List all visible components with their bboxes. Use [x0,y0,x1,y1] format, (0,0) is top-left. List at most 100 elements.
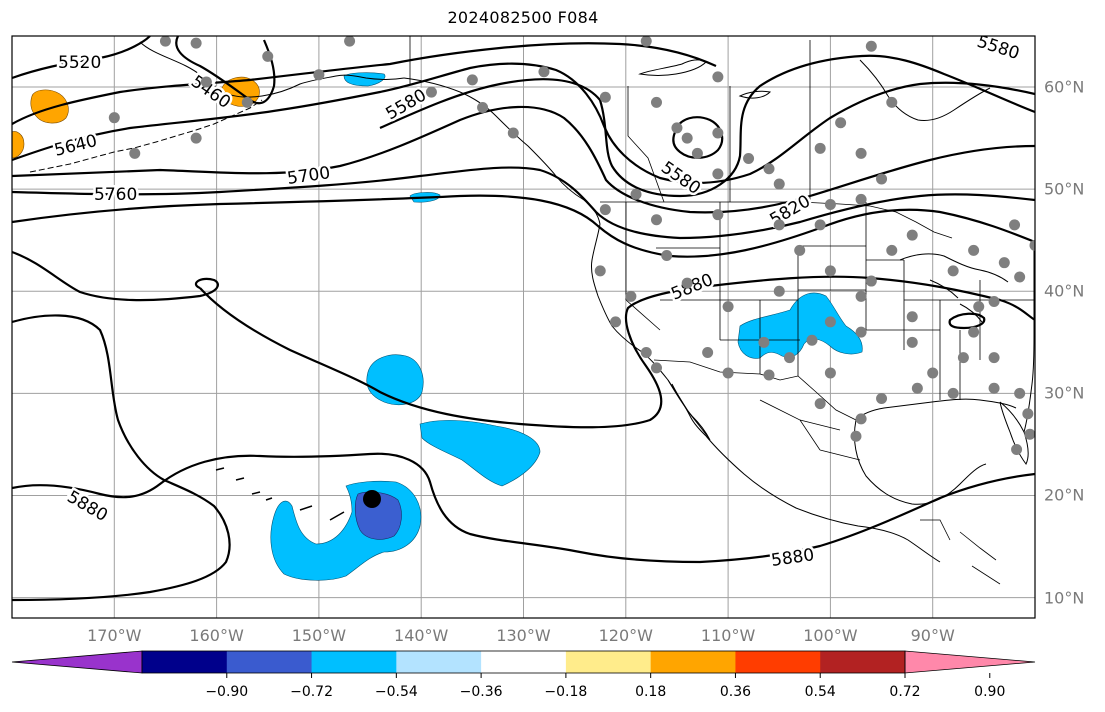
station-dot [794,244,806,256]
station-dot [712,209,724,221]
us-mexico-border [653,359,857,421]
colorbar-tick-label: 0.36 [719,684,752,700]
station-dot [865,275,877,287]
station-dot [1060,316,1071,327]
central-america-borders [920,519,1001,585]
station-dot [159,36,171,47]
longitude-label: 100°W [803,626,858,645]
station-dot [712,168,724,180]
station-dot [906,336,918,348]
contour-5580-north [12,42,717,125]
contour-label-5520: 5520 [58,53,101,73]
storm-center-marker [363,490,381,508]
colorbar-segment [226,651,313,673]
station-dot [855,290,867,302]
station-dot [824,198,836,210]
station-dot [824,367,836,379]
station-dot [661,250,673,262]
graticule [12,36,1035,618]
station-dot [712,127,724,139]
station-dot [650,362,662,374]
contour-5820 [12,194,1035,258]
longitude-label: 140°W [394,626,449,645]
station-dot [344,36,356,47]
colorbar-extend-low [11,650,143,674]
station-dot [947,387,959,399]
station-dot [1040,342,1051,353]
colorbar-extend-high [904,650,1036,674]
colorbar-outline [141,650,906,674]
station-dot [773,219,785,231]
colorbar [11,650,1036,678]
station-dot [886,96,898,108]
station-dot [814,398,826,410]
station-dot [927,367,939,379]
mexico-gulf-coast [853,419,987,505]
contour-5880-main [12,250,1035,429]
station-dot [773,285,785,297]
station-dot [855,193,867,205]
station-dot [906,229,918,241]
contour-5880-south [12,452,1035,564]
station-dot [1009,219,1021,231]
colorbar-tick-label: 0.90 [974,684,1006,700]
east-coast [1023,244,1035,433]
contour-5580-ring [672,116,724,159]
colorbar-segment [820,651,906,673]
station-dot [973,301,985,313]
colorbar-segment [396,651,482,673]
florida [999,401,1029,465]
station-dot [538,66,550,78]
colorbar-segment [311,651,397,673]
us-canada-border [600,201,953,239]
sask-manitoba-borders [729,40,811,202]
station-dot [190,37,202,49]
station-dot [313,69,325,81]
longitude-label: 150°W [291,626,347,645]
colorbar-tick-label: −0.54 [374,684,418,700]
colorbar-tick-label: −0.18 [544,684,588,700]
station-dot [988,295,1000,307]
station-dot [681,277,693,289]
colorbar-segment [735,651,821,673]
station-dot [1014,271,1026,283]
contour-5880-west [12,314,231,602]
contour-5760 [12,166,1035,240]
longitude-label: 90°W [910,626,955,645]
anomaly-region-blue-2 [419,420,541,487]
station-dot [702,347,714,359]
latitude-label: 30°N [1044,383,1085,403]
station-dot [850,430,862,442]
station-dot [743,153,755,165]
colorbar-tick-label: −0.36 [459,684,503,700]
station-dot [758,336,770,348]
station-dot [855,326,867,338]
station-dot [988,382,1000,394]
station-dot [650,96,662,108]
station-dot [763,163,775,175]
station-dot [722,301,734,313]
station-dot [1072,327,1083,338]
mexico-state-lines [759,399,861,461]
latitude-label: 40°N [1044,281,1085,301]
us-west-coast [591,223,707,437]
anomaly-region-orange-1 [30,89,69,124]
station-dot [1091,281,1102,292]
longitude-label: 130°W [496,626,551,645]
contour-5880-closed [948,312,986,330]
station-dot [1022,408,1034,420]
station-dot [262,50,274,62]
station-dot [911,382,923,394]
station-dot [425,86,437,98]
latitude-label: 20°N [1044,485,1085,505]
station-dot [722,367,734,379]
station-dot [876,392,888,404]
contour-5640 [12,62,1035,185]
map-frame [11,35,1036,619]
station-dot [640,36,652,47]
station-dot [630,188,642,200]
station-dot [835,117,847,129]
latitude-label: 50°N [1044,179,1085,199]
station-dot [1029,239,1035,251]
station-dot [824,265,836,277]
